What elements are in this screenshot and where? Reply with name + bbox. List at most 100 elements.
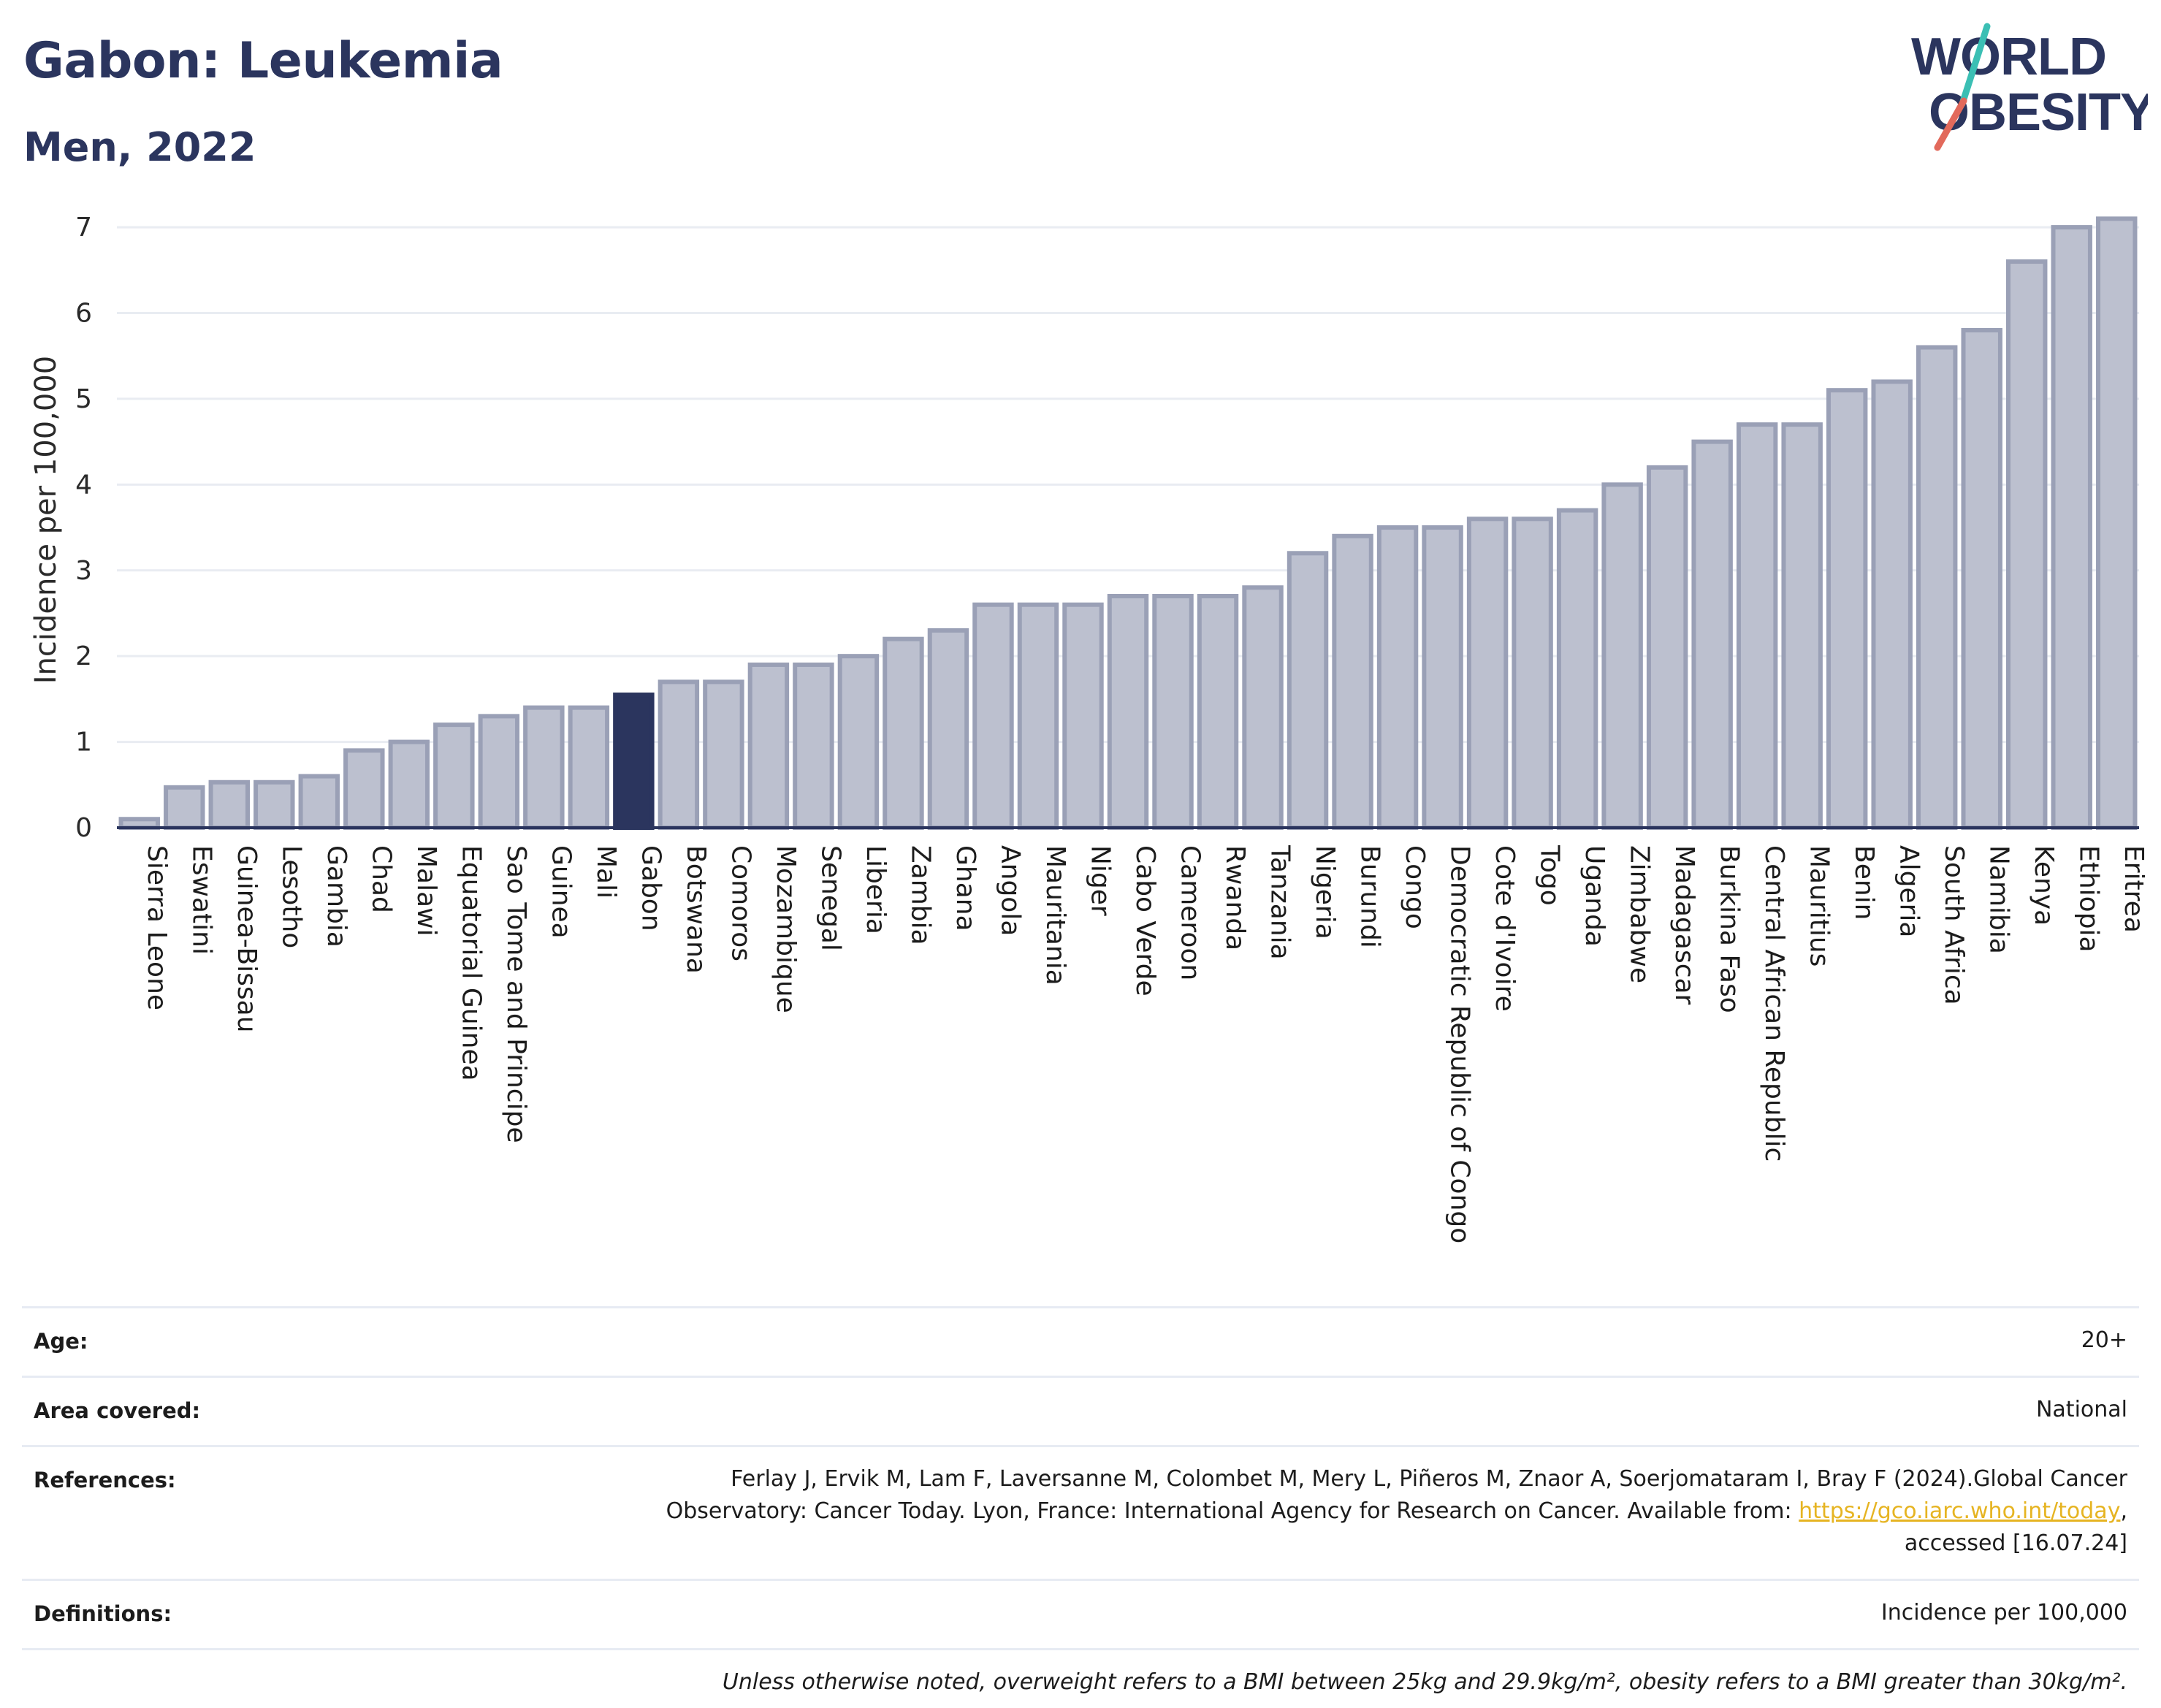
bar-mozambique bbox=[747, 662, 790, 830]
bar-democratic-republic-of-congo bbox=[1422, 525, 1463, 830]
x-tick-label: Eritrea bbox=[2119, 845, 2149, 933]
x-tick-label: Angola bbox=[995, 845, 1025, 936]
x-tick-label: Ghana bbox=[950, 845, 980, 931]
bar-kenya bbox=[2006, 259, 2048, 831]
bar-burundi bbox=[1332, 533, 1373, 830]
x-tick-label: Uganda bbox=[1579, 845, 1609, 947]
meta-row-note: Unless otherwise noted, overweight refer… bbox=[22, 1648, 2139, 1708]
y-tick-label: 2 bbox=[75, 641, 92, 671]
x-tick-label: Equatorial Guinea bbox=[456, 845, 486, 1081]
bar-mauritania bbox=[1017, 602, 1059, 830]
definitions-label: Definitions: bbox=[34, 1601, 172, 1626]
x-tick-label: Sao Tome and Principe bbox=[501, 845, 531, 1143]
x-tick-label: Mozambique bbox=[771, 845, 801, 1013]
x-tick-label: Burundi bbox=[1355, 845, 1385, 948]
x-tick-label: Mauritius bbox=[1804, 845, 1834, 967]
bar-congo bbox=[1376, 525, 1419, 830]
x-tick-label: South Africa bbox=[1939, 845, 1969, 1005]
bar-rwanda bbox=[1197, 593, 1239, 831]
area-value: National bbox=[2035, 1397, 2127, 1422]
x-tick-label: Madagascar bbox=[1669, 845, 1699, 1005]
x-tick-label: Gabon bbox=[636, 845, 666, 931]
bar-central-african-republic bbox=[1736, 422, 1778, 830]
x-tick-label: Senegal bbox=[815, 845, 845, 951]
x-tick-label: Mali bbox=[591, 845, 621, 899]
logo-line1: WORLD bbox=[1911, 28, 2106, 86]
bar-equatorial-guinea bbox=[433, 723, 475, 831]
bar-sao-tome-and-principe bbox=[478, 714, 520, 830]
bar-cote-d-ivoire bbox=[1466, 516, 1509, 830]
y-tick-label: 7 bbox=[75, 213, 92, 243]
world-obesity-logo: WORLD OBESITY bbox=[1911, 23, 2148, 151]
x-tick-label: Zambia bbox=[905, 845, 935, 945]
x-tick-label: Cabo Verde bbox=[1130, 845, 1160, 996]
bar-eritrea bbox=[2096, 216, 2138, 830]
x-tick-label: Niger bbox=[1085, 845, 1115, 916]
bar-eswatini bbox=[164, 785, 205, 830]
x-tick-label: Burkina Faso bbox=[1715, 845, 1745, 1013]
x-tick-label: Eswatini bbox=[186, 845, 216, 955]
x-tick-label: Ethiopia bbox=[2074, 845, 2104, 953]
bar-mali bbox=[568, 705, 610, 830]
x-tick-label: Rwanda bbox=[1220, 845, 1250, 950]
bar-botswana bbox=[658, 679, 700, 830]
x-tick-label: Algeria bbox=[1894, 845, 1924, 938]
x-tick-label: Guinea bbox=[546, 845, 576, 939]
references-line2-end: , bbox=[2120, 1498, 2127, 1524]
bar-zambia bbox=[883, 636, 924, 830]
meta-row-area: Area covered: National bbox=[22, 1376, 2139, 1445]
bar-cabo-verde bbox=[1107, 593, 1149, 831]
bar-niger bbox=[1062, 602, 1104, 830]
age-label: Age: bbox=[34, 1329, 88, 1354]
page-subtitle: Men, 2022 bbox=[23, 124, 256, 170]
x-tick-label: Namibia bbox=[1984, 845, 2014, 954]
bar-nigeria bbox=[1287, 551, 1329, 830]
x-tick-label: Cameroon bbox=[1175, 845, 1205, 980]
y-tick-label: 6 bbox=[75, 299, 92, 329]
x-tick-label: Sierra Leone bbox=[142, 845, 172, 1010]
references-value: Ferlay J, Ervik M, Lam F, Laversanne M, … bbox=[666, 1463, 2127, 1560]
bar-guinea-bissau bbox=[208, 779, 250, 831]
bar-cameroon bbox=[1152, 593, 1194, 831]
bar-madagascar bbox=[1646, 465, 1688, 830]
references-line2: Observatory: Cancer Today. Lyon, France:… bbox=[666, 1498, 1799, 1524]
logo-slash-teal bbox=[1959, 23, 1991, 107]
x-tick-label: Central African Republic bbox=[1759, 845, 1789, 1162]
bar-south-africa bbox=[1916, 345, 1958, 830]
bar-chart: 0 1 2 3 4 5 6 7 Incidence per 100,000 Sierra Leon… bbox=[29, 213, 2149, 1243]
meta-row-definitions: Definitions: Incidence per 100,000 bbox=[22, 1579, 2139, 1648]
logo-line2: OBESITY bbox=[1929, 83, 2148, 142]
area-label: Area covered: bbox=[34, 1398, 201, 1423]
y-tick-label: 5 bbox=[75, 384, 92, 414]
age-value: 20+ bbox=[2081, 1327, 2127, 1353]
references-label: References: bbox=[34, 1468, 176, 1492]
x-tick-label: Gambia bbox=[321, 845, 351, 948]
y-tick-label: 1 bbox=[75, 728, 92, 758]
y-axis-title: Incidence per 100,000 bbox=[29, 356, 63, 685]
x-tick-label: Malawi bbox=[411, 845, 441, 937]
bar-senegal bbox=[793, 662, 834, 830]
x-tick-label: Guinea-Bissau bbox=[232, 845, 262, 1033]
x-tick-label: Mauritania bbox=[1040, 845, 1070, 985]
x-tick-label: Lesotho bbox=[276, 845, 306, 948]
bar-burkina-faso bbox=[1691, 439, 1733, 831]
definitions-value: Incidence per 100,000 bbox=[1880, 1600, 2127, 1625]
bar-chad bbox=[343, 748, 385, 831]
x-tick-label: Comoros bbox=[725, 845, 755, 961]
references-link[interactable]: https://gco.iarc.who.int/today bbox=[1799, 1498, 2121, 1524]
bar-liberia bbox=[837, 654, 880, 830]
bar-tanzania bbox=[1242, 585, 1284, 830]
bar-togo bbox=[1512, 516, 1553, 830]
bar-angola bbox=[972, 602, 1014, 830]
x-tick-label: Togo bbox=[1535, 845, 1565, 906]
bar-uganda bbox=[1556, 508, 1598, 830]
bar-benin bbox=[1826, 388, 1868, 831]
x-tick-label: Chad bbox=[366, 845, 396, 913]
metadata-table: Age: 20+ Area covered: National Referenc… bbox=[22, 1306, 2139, 1708]
x-tick-label: Nigeria bbox=[1310, 845, 1340, 939]
bar-comoros bbox=[703, 679, 744, 830]
x-tick-label: Tanzania bbox=[1265, 845, 1295, 960]
y-tick-label: 0 bbox=[75, 813, 92, 843]
bar-ghana bbox=[927, 628, 969, 830]
x-tick-label: Democratic Republic of Congo bbox=[1445, 845, 1475, 1243]
